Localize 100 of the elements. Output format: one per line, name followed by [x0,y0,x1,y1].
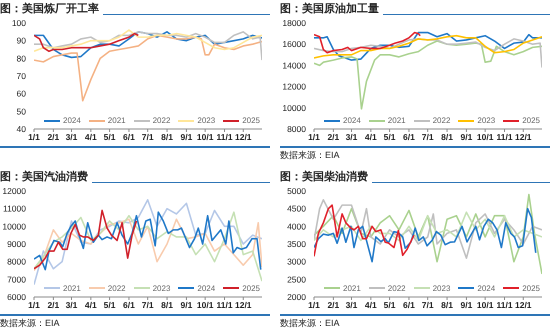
y-tick-label: 7000 [7,274,26,284]
x-tick-label: 11/1 [216,300,233,310]
legend-label: 2024 [63,116,81,125]
chart-title: 图：美国原油加工量 [280,1,379,16]
x-tick-label: 4/1 [84,300,98,310]
x-tick-label: 5/1 [384,132,396,142]
y-tick-label: 10000 [282,102,306,113]
y-tick-label: 90 [16,36,26,46]
y-tick-label: 12000 [2,186,26,196]
y-tick-label: 9000 [7,238,26,249]
chart-title: 图：美国汽油消费 [0,169,88,184]
source-note: 数据来源：EIA [280,318,340,328]
y-tick-label: 8000 [7,256,26,266]
x-tick-label: 3/1 [66,300,78,310]
x-tick-label: 6/1 [403,300,416,310]
x-tick-label: 4/1 [364,300,378,310]
y-tick-label: 8000 [287,124,306,134]
x-tick-label: 2/1 [327,300,340,310]
x-tick-label: 3/1 [346,300,358,310]
legend-label: 2023 [432,284,450,292]
y-tick-label: 14000 [282,60,306,70]
x-tick-label: 1/1 [28,132,40,142]
x-tick-label: 12/1 [234,132,252,142]
x-tick-label: 2/1 [47,132,60,142]
legend-label: 2021 [63,284,81,292]
y-tick-label: 11000 [2,203,26,214]
y-tick-label: 4000 [287,220,306,231]
legend-label: 2023 [197,116,216,125]
x-tick-label: 6/1 [123,132,136,142]
x-tick-label: 5/1 [104,132,116,142]
y-tick-label: 18000 [282,18,306,28]
legend-label: 2025 [242,116,260,125]
x-tick-label: 12/1 [234,300,252,310]
x-tick-label: 12/1 [514,300,532,310]
x-tick-label: 4/1 [364,132,378,142]
x-tick-label: 4/1 [84,132,98,142]
legend-label: 2023 [477,116,496,125]
y-tick-label: 16000 [282,39,306,50]
chart-title: 图：美国炼厂开工率 [0,1,99,16]
x-tick-label: 11/1 [496,300,513,310]
x-tick-label: 3/1 [346,132,358,142]
x-tick-label: 5/1 [384,300,396,310]
source-note: 数据来源：EIA [280,150,340,160]
y-tick-label: 3500 [287,238,306,249]
x-tick-label: 10/1 [196,132,214,142]
x-tick-label: 2/1 [47,300,60,310]
legend-label: 2025 [522,284,540,292]
x-tick-label: 6/1 [123,300,136,310]
y-tick-label: 2000 [287,292,306,302]
y-tick-label: 6000 [7,292,26,302]
legend-label: 2022 [388,284,406,292]
y-tick-label: 5000 [287,186,306,196]
y-tick-label: 80 [16,53,26,64]
legend-label: 2024 [343,116,361,125]
y-tick-label: 4500 [287,203,306,214]
x-tick-label: 10/1 [476,300,494,310]
legend-label: 2022 [432,116,450,125]
legend-label: 2025 [242,284,260,292]
legend-label: 2022 [152,116,170,125]
x-tick-label: 7/1 [422,132,434,142]
legend-label: 2025 [522,116,540,125]
x-tick-label: 6/1 [403,132,416,142]
x-tick-label: 12/1 [514,132,532,142]
x-tick-label: 2/1 [327,132,340,142]
x-tick-label: 8/1 [161,300,174,310]
x-tick-label: 9/1 [180,132,193,142]
y-tick-label: 60 [16,88,26,99]
legend-label: 2021 [108,116,126,125]
x-tick-label: 1/1 [308,132,320,142]
legend-label: 2021 [343,284,361,292]
x-tick-label: 7/1 [142,132,154,142]
legend-label: 2021 [388,116,406,125]
x-tick-label: 10/1 [476,132,494,142]
legend-label: 2024 [197,284,216,292]
x-tick-label: 7/1 [142,300,154,310]
y-tick-label: 10000 [2,220,26,231]
chart-title: 图：美国柴油消费 [280,169,368,184]
y-tick-label: 50 [16,106,26,116]
y-tick-label: 2500 [287,274,306,284]
x-tick-label: 5/1 [104,300,116,310]
y-tick-label: 40 [16,124,26,134]
y-tick-label: 70 [16,71,26,82]
y-tick-label: 12000 [282,82,306,92]
legend-label: 2023 [152,284,170,292]
x-tick-label: 7/1 [422,300,434,310]
x-tick-label: 8/1 [161,132,174,142]
legend-label: 2022 [108,284,126,292]
y-tick-label: 3000 [287,256,306,266]
x-tick-label: 1/1 [28,300,40,310]
source-note: 数据来源：EIA [0,318,60,328]
x-tick-label: 8/1 [441,300,454,310]
x-tick-label: 11/1 [216,132,233,142]
x-tick-label: 9/1 [180,300,193,310]
y-tick-label: 100 [12,18,26,28]
x-tick-label: 8/1 [441,132,454,142]
x-tick-label: 10/1 [196,300,214,310]
x-tick-label: 1/1 [308,300,320,310]
legend-label: 2024 [477,284,496,292]
x-tick-label: 3/1 [66,132,78,142]
x-tick-label: 9/1 [460,132,473,142]
